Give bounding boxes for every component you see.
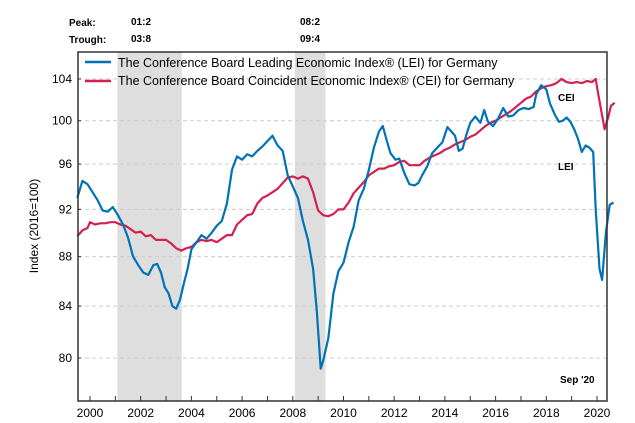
recession-shading [117, 52, 326, 401]
annotation-cei: CEI [558, 93, 575, 104]
y-tick-label-92: 92 [59, 202, 73, 216]
x-tick-label-2012: 2012 [381, 406, 408, 420]
x-tick-label-2006: 2006 [229, 406, 256, 420]
legend-label-lei: The Conference Board Leading Economic In… [118, 56, 498, 70]
recession-band-2 [294, 52, 326, 401]
business-cycle-dates: Peak: Trough: 01:2 03:8 08:2 09:4 [69, 17, 320, 46]
annotation-date: Sep '20 [560, 375, 595, 386]
y-tick-label-96: 96 [59, 157, 73, 171]
y-axis-label: Index (2016=100) [27, 179, 41, 273]
peak-label: Peak: [69, 18, 96, 29]
series-lines [76, 77, 616, 370]
peak-date-2: 08:2 [300, 17, 320, 28]
y-tick-label-84: 84 [59, 299, 73, 313]
y-tick-label-100: 100 [52, 114, 72, 128]
x-tick-label-2014: 2014 [432, 406, 459, 420]
trough-label: Trough: [69, 35, 106, 46]
x-tick-label-2004: 2004 [178, 406, 205, 420]
trough-date-1: 03:8 [131, 34, 151, 45]
legend: The Conference Board Leading Economic In… [85, 56, 515, 88]
x-tick-label-2000: 2000 [77, 406, 104, 420]
x-tick-label-2018: 2018 [533, 406, 560, 420]
y-tick-label-104: 104 [52, 72, 72, 86]
trough-date-2: 09:4 [300, 34, 320, 45]
y-tick-label-80: 80 [59, 351, 73, 365]
series-line-lei [76, 84, 615, 370]
x-tick-label-2010: 2010 [330, 406, 357, 420]
y-tick-label-88: 88 [59, 250, 73, 264]
x-tick-label-2002: 2002 [127, 406, 154, 420]
y-axis: 80 84 88 92 96 100 104 [52, 72, 81, 365]
x-axis: 2000 2002 2004 2006 2008 2010 2012 2014 2016 2018… [77, 396, 611, 420]
x-tick-label-2020: 2020 [584, 406, 611, 420]
x-tick-label-2008: 2008 [279, 406, 306, 420]
legend-label-cei: The Conference Board Coincident Economic… [118, 74, 515, 88]
plot-frame [77, 51, 608, 402]
annotation-lei: LEI [558, 162, 574, 173]
peak-date-1: 01:2 [131, 17, 151, 28]
x-tick-label-2016: 2016 [482, 406, 509, 420]
series-line-cei [76, 77, 616, 252]
